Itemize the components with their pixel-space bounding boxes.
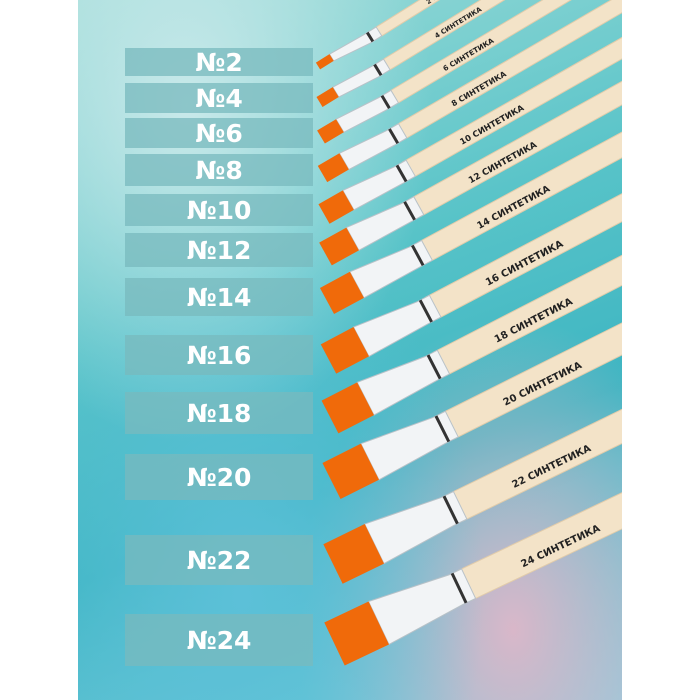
ferrule-crimp	[434, 415, 451, 443]
brush-ferrule	[364, 490, 468, 565]
brush-ferrule	[328, 26, 383, 62]
brush-bristles	[319, 271, 364, 315]
paintbrush: 22 СИНТЕТИКА	[323, 273, 622, 584]
brush-ferrule	[342, 159, 416, 211]
size-label: №4	[125, 83, 313, 113]
brush-bristles	[319, 227, 359, 266]
ferrule-crimp	[418, 299, 433, 323]
brush-ferrule	[349, 239, 433, 299]
brush-ferrule	[352, 294, 442, 358]
size-label: №18	[125, 392, 313, 434]
ferrule-crimp	[411, 244, 425, 267]
brush-bristles	[318, 190, 354, 224]
brush-ferrule	[331, 58, 391, 98]
brush-ferrule	[360, 410, 459, 481]
size-label: №16	[125, 335, 313, 375]
brush-ferrule	[335, 89, 400, 133]
size-label: №14	[125, 278, 313, 316]
handle-text: 4 СИНТЕТИКА	[433, 5, 483, 40]
ferrule-crimp	[426, 354, 442, 380]
size-label: №2	[125, 48, 313, 77]
ferrule-crimp	[365, 31, 375, 43]
size-label: №22	[125, 535, 313, 585]
brush-bristles	[322, 443, 379, 500]
paintbrush: 8 СИНТЕТИКА	[317, 0, 622, 183]
ferrule-crimp	[442, 495, 459, 525]
ferrule-crimp	[395, 164, 408, 183]
brush-bristles	[317, 119, 344, 144]
brush-bristles	[317, 153, 349, 183]
ferrule-crimp	[450, 572, 468, 604]
ferrule-crimp	[403, 201, 416, 221]
size-label: №10	[125, 194, 313, 226]
size-label: №20	[125, 454, 313, 500]
brush-bristles	[320, 327, 369, 374]
ferrule-crimp	[373, 63, 383, 77]
brush-bristles	[316, 87, 339, 107]
size-label: №6	[125, 118, 313, 148]
brush-bristles	[323, 524, 384, 584]
size-label: №24	[125, 614, 313, 666]
handle-text: 6 СИНТЕТИКА	[441, 36, 495, 73]
ferrule-crimp	[388, 128, 400, 144]
size-label: №8	[125, 154, 313, 186]
handle-text: 2 СИНТЕТИКА	[425, 0, 470, 6]
size-label: №12	[125, 233, 313, 267]
brush-bristles	[315, 54, 334, 70]
brush-bristles	[324, 601, 389, 666]
brush-ferrule	[367, 568, 477, 646]
brush-bristles	[321, 382, 374, 434]
ferrule-crimp	[380, 94, 391, 109]
brush-ferrule	[345, 196, 425, 252]
brush-ferrule	[338, 122, 408, 171]
